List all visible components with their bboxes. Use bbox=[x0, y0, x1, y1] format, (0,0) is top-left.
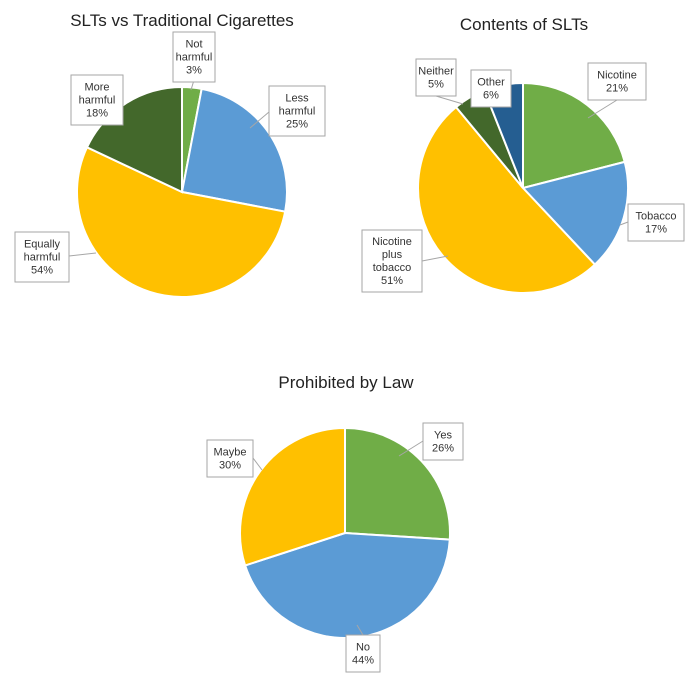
data-label-value: 5% bbox=[428, 79, 444, 91]
leader-line bbox=[435, 95, 464, 105]
data-label-box bbox=[172, 31, 216, 83]
pie-chart-1: Notharmful3%Lessharmful25%Equallyharmful… bbox=[14, 31, 326, 298]
chart-3-title: Prohibited by Law bbox=[278, 373, 414, 392]
data-label-text: harmful bbox=[279, 106, 316, 118]
pie-slice bbox=[85, 85, 183, 194]
data-label-text: tobacco bbox=[373, 262, 412, 274]
data-label-text: Maybe bbox=[213, 447, 246, 459]
chart-2-title: Contents of SLTs bbox=[460, 15, 588, 34]
leader-line bbox=[587, 99, 618, 119]
data-label-text: harmful bbox=[24, 252, 61, 264]
leader-line bbox=[249, 111, 270, 129]
pie-slice bbox=[344, 426, 451, 541]
data-label-box bbox=[627, 203, 685, 242]
leader-line bbox=[356, 624, 364, 636]
data-label-text: Yes bbox=[434, 430, 452, 442]
data-label-text: Neither bbox=[418, 66, 454, 78]
pie-slice bbox=[521, 160, 629, 266]
data-label-text: Tobacco bbox=[636, 211, 677, 223]
data-label-value: 3% bbox=[186, 65, 202, 77]
data-label-text: harmful bbox=[176, 52, 213, 64]
data-label-box bbox=[470, 69, 512, 108]
pie-slice bbox=[239, 426, 346, 567]
data-label-text: Nicotine bbox=[597, 70, 637, 82]
leader-line bbox=[68, 252, 97, 257]
data-label-text: Nicotine bbox=[372, 236, 412, 248]
data-label-box bbox=[587, 62, 647, 101]
pie-chart-2: Nicotine21%Tobacco17%Nicotineplustobacco… bbox=[361, 58, 685, 294]
data-label-value: 26% bbox=[432, 443, 454, 455]
leader-line bbox=[619, 221, 629, 226]
data-label-text: Other bbox=[477, 77, 505, 89]
leader-line bbox=[398, 440, 424, 457]
data-label-box bbox=[361, 229, 423, 293]
data-label-value: 6% bbox=[483, 90, 499, 102]
data-label-value: 51% bbox=[381, 275, 403, 287]
data-label-value: 17% bbox=[645, 224, 667, 236]
pie-groups: Notharmful3%Lessharmful25%Equallyharmful… bbox=[14, 31, 685, 673]
data-label-box bbox=[345, 634, 381, 673]
leader-line bbox=[421, 255, 449, 262]
pie-slice bbox=[76, 145, 287, 298]
data-label-value: 30% bbox=[219, 460, 241, 472]
leader-line bbox=[252, 457, 263, 471]
data-label-text: More bbox=[84, 82, 109, 94]
data-label-text: plus bbox=[382, 249, 403, 261]
pie-slice bbox=[417, 105, 597, 294]
data-label-text: Equally bbox=[24, 239, 61, 251]
data-label-text: Not bbox=[185, 39, 202, 51]
data-label-value: 21% bbox=[606, 83, 628, 95]
data-label-box bbox=[268, 85, 326, 137]
pie-slice bbox=[522, 81, 626, 190]
data-label-box bbox=[70, 74, 124, 126]
data-label-box bbox=[422, 422, 464, 461]
data-label-text: Less bbox=[285, 93, 309, 105]
chart-1-title: SLTs vs Traditional Cigarettes bbox=[70, 11, 294, 30]
data-label-value: 25% bbox=[286, 119, 308, 131]
data-label-box bbox=[206, 439, 254, 478]
data-label-value: 44% bbox=[352, 655, 374, 667]
data-label-text: harmful bbox=[79, 95, 116, 107]
data-label-box bbox=[14, 231, 70, 283]
data-label-text: No bbox=[356, 642, 370, 654]
data-label-box bbox=[415, 58, 457, 97]
data-label-value: 54% bbox=[31, 265, 53, 277]
data-label-value: 18% bbox=[86, 108, 108, 120]
